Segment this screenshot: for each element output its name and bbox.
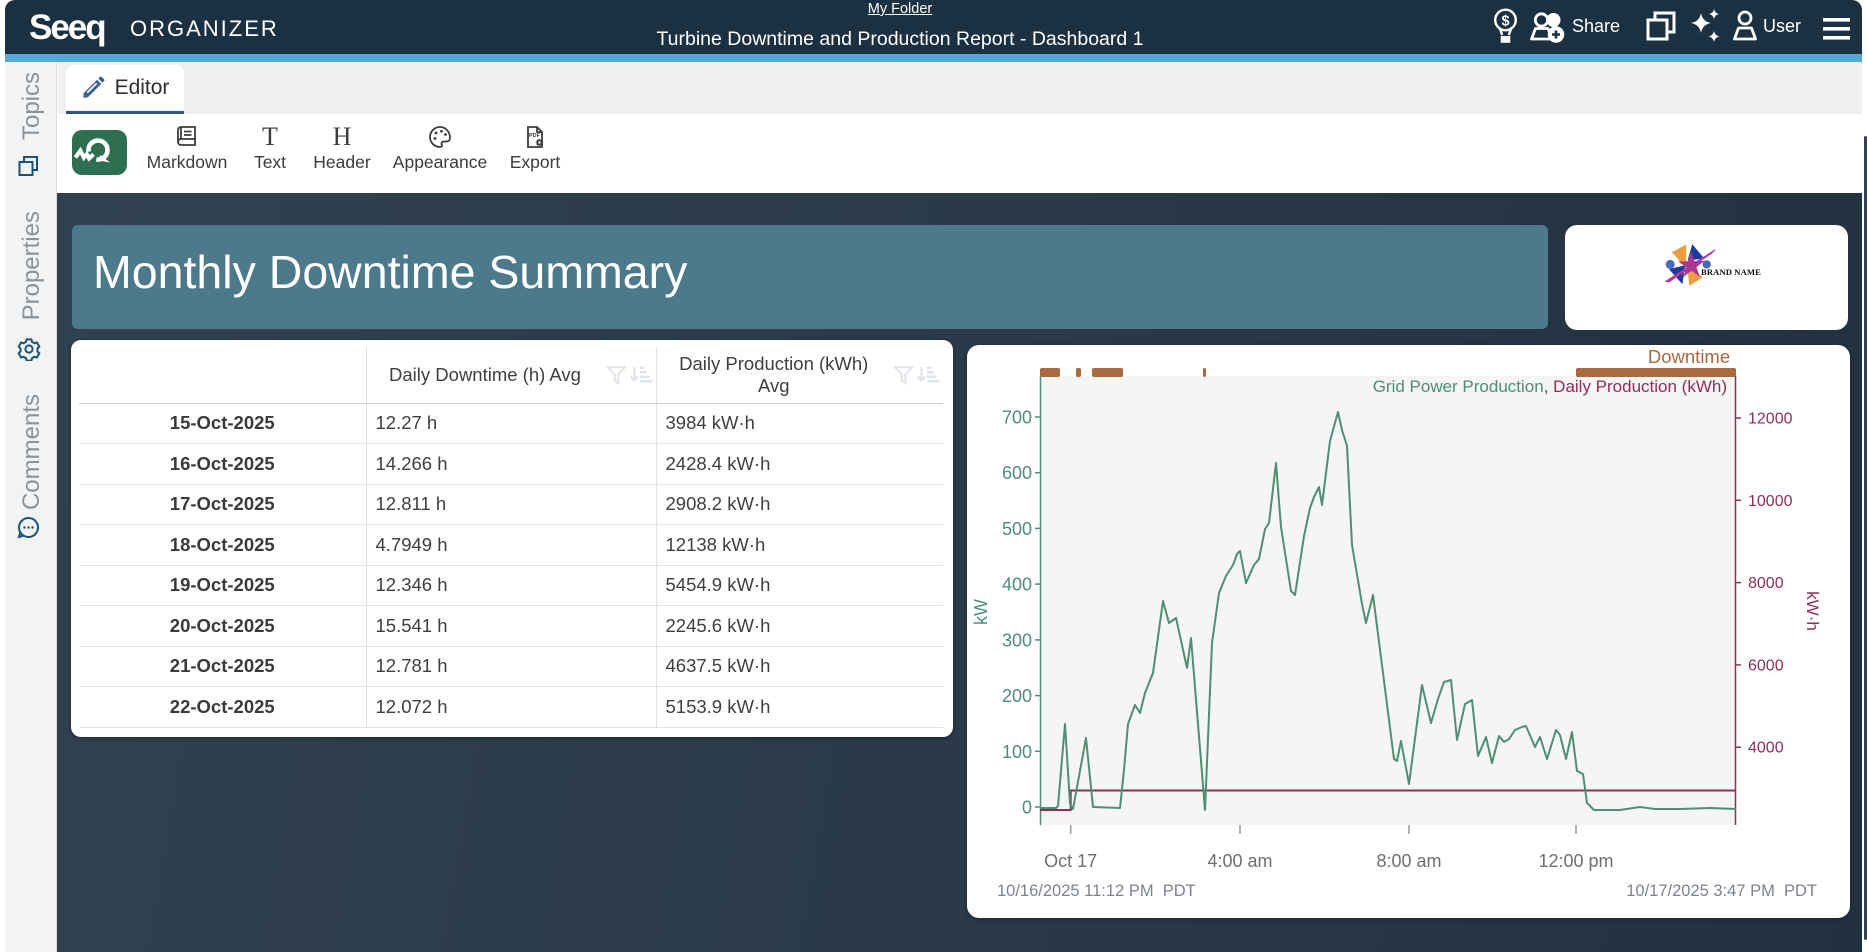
svg-text:H: H [333, 125, 352, 149]
svg-text:PDF: PDF [529, 133, 541, 139]
svg-text:12000: 12000 [1748, 411, 1793, 428]
svg-text:12:00 pm: 12:00 pm [1538, 851, 1613, 871]
svg-text:8:00 am: 8:00 am [1376, 851, 1441, 871]
svg-text:$: $ [1501, 14, 1509, 30]
svg-text:4000: 4000 [1748, 740, 1784, 757]
svg-text:0: 0 [1022, 798, 1032, 818]
svg-text:100: 100 [1002, 742, 1032, 762]
svg-text:700: 700 [1002, 408, 1032, 428]
svg-text:Oct 17: Oct 17 [1044, 851, 1097, 871]
svg-text:200: 200 [1002, 686, 1032, 706]
svg-text:Grid Power Production, Daily P: Grid Power Production, Daily Production … [1373, 377, 1727, 396]
svg-text:Downtime: Downtime [1648, 346, 1730, 367]
svg-text:600: 600 [1002, 463, 1032, 483]
svg-text:400: 400 [1002, 575, 1032, 595]
svg-text:300: 300 [1002, 630, 1032, 650]
svg-text:kW: kW [971, 599, 991, 625]
svg-text:BRAND NAME: BRAND NAME [1701, 267, 1761, 277]
svg-text:10/17/2025 3:47 PM PDT: 10/17/2025 3:47 PM PDT [1626, 882, 1817, 900]
svg-text:kW·h: kW·h [1803, 591, 1822, 631]
svg-text:10/16/2025 11:12 PM PDT: 10/16/2025 11:12 PM PDT [997, 882, 1196, 900]
svg-text:10000: 10000 [1748, 493, 1793, 510]
svg-text:500: 500 [1002, 519, 1032, 539]
svg-text:T: T [262, 125, 278, 149]
svg-text:4:00 am: 4:00 am [1207, 851, 1272, 871]
svg-text:8000: 8000 [1748, 575, 1784, 592]
svg-text:6000: 6000 [1748, 657, 1784, 674]
